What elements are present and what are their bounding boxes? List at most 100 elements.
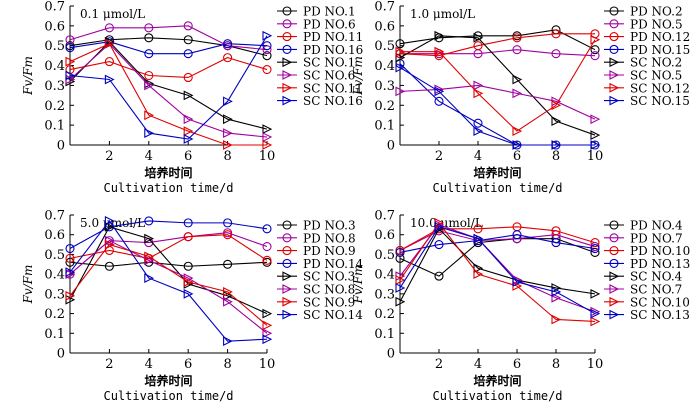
y-tick-label: 0.5 <box>44 39 65 54</box>
circle-marker <box>183 35 193 45</box>
series-line <box>399 234 596 253</box>
triangle-marker <box>223 286 233 297</box>
x-tick-label: 6 <box>513 357 521 372</box>
triangle-marker <box>262 132 273 142</box>
legend-marker <box>282 57 293 68</box>
legend-label: SC NO.7 <box>630 283 682 297</box>
triangle-marker <box>512 74 523 85</box>
y-tick-label: 0.7 <box>44 0 65 15</box>
triangle-marker <box>590 130 601 140</box>
circle-marker <box>262 241 272 252</box>
series-sc-no14 <box>65 216 273 347</box>
series-line <box>399 226 596 315</box>
legend-label: SC NO.12 <box>630 81 690 95</box>
triangle-marker <box>223 114 233 125</box>
y-tick-label: 0.3 <box>374 287 395 302</box>
triangle-marker <box>262 308 273 319</box>
legend-item: PD NO.11 <box>277 30 363 44</box>
legend-marker <box>609 284 620 294</box>
y-tick-label: 0.6 <box>374 19 395 34</box>
x-tick-label: 8 <box>552 149 560 164</box>
legend-item: SC NO.11 <box>277 81 363 95</box>
y-tick-label: 0.1 <box>44 119 65 134</box>
legend-item: PD NO.6 <box>277 17 356 31</box>
circle-marker <box>590 51 600 61</box>
series-line <box>69 239 268 334</box>
series-line <box>399 84 596 120</box>
series-line <box>400 49 596 57</box>
legend-marker <box>282 19 292 29</box>
triangle-marker <box>551 116 562 127</box>
triangle-marker <box>434 46 445 57</box>
legend-label: PD NO.11 <box>303 30 363 44</box>
legend-label: PD NO.5 <box>630 17 683 31</box>
legend-label: SC NO.8 <box>303 283 355 297</box>
series-line <box>69 43 267 146</box>
legend-label: PD NO.1 <box>303 5 356 19</box>
x-axis-label-en: Cultivation time/d <box>432 181 562 195</box>
x-tick-label: 2 <box>105 357 113 372</box>
legend-item: PD NO.13 <box>604 257 690 271</box>
legend-marker <box>282 309 293 320</box>
legend-label: PD NO.4 <box>630 219 683 233</box>
triangle-marker <box>262 320 273 331</box>
legend-item: SC NO.9 <box>277 295 355 309</box>
legend-item: PD NO.4 <box>604 219 683 233</box>
y-tick-label: 0.5 <box>44 248 65 263</box>
y-tick-label: 0.4 <box>374 59 395 74</box>
legend-marker <box>609 233 619 243</box>
y-tick-label: 0.6 <box>374 228 395 243</box>
series-line <box>399 63 595 146</box>
legend-label: SC NO.5 <box>630 69 682 83</box>
chart-panel-2: 0 0.1 0.2 0.3 0.4 0.5 0.6 0.7 2 4 6 8 10 1.0 μmol/L Fv… <box>351 0 690 195</box>
triangle-marker <box>590 288 601 299</box>
legend-label: SC NO.6 <box>303 69 355 83</box>
legend-item: SC NO.2 <box>604 56 682 70</box>
triangle-marker <box>104 38 115 49</box>
series-line <box>399 221 596 323</box>
series-line <box>69 261 268 267</box>
legend-item: PD NO.15 <box>604 43 690 57</box>
y-tick-label: 0.2 <box>44 99 65 114</box>
circle-marker <box>262 255 272 265</box>
y-tick-label: 0.7 <box>374 0 395 15</box>
y-tick-label: 0 <box>387 347 395 362</box>
circle-marker <box>512 45 522 55</box>
legend-item: SC NO.12 <box>604 81 690 95</box>
legend-marker <box>282 233 292 243</box>
legend-marker <box>282 246 292 256</box>
y-axis-label-group: Fv/Fm <box>21 56 35 96</box>
triangle-marker <box>223 140 233 150</box>
circle-marker <box>183 49 193 59</box>
triangle-marker <box>395 275 406 285</box>
y-tick-label: 0.2 <box>374 307 395 322</box>
triangle-marker <box>473 32 484 43</box>
panel-title: 1.0 μmol/L <box>410 7 475 21</box>
circle-marker <box>395 39 405 49</box>
circle-marker <box>183 21 193 31</box>
legend-item: PD NO.16 <box>277 43 363 57</box>
series-sc-no6 <box>65 38 273 142</box>
legend-label: SC NO.15 <box>630 94 690 108</box>
triangle-marker <box>551 314 562 325</box>
legend-marker <box>609 95 620 106</box>
triangle-marker <box>262 334 273 345</box>
legend-item: PD NO.5 <box>604 17 683 31</box>
legend-label: PD NO.3 <box>303 219 356 233</box>
legend-label: SC NO.1 <box>303 56 355 70</box>
legend-item: PD NO.8 <box>277 231 356 245</box>
y-tick-label: 0.1 <box>374 327 395 342</box>
y-tick-label: 0 <box>57 139 65 154</box>
x-tick-label: 10 <box>259 357 276 372</box>
triangle-marker <box>590 114 601 125</box>
circle-marker <box>262 41 272 51</box>
triangle-marker <box>590 140 601 150</box>
triangle-marker <box>144 128 155 138</box>
chart-panel-4: 0 0.1 0.2 0.3 0.4 0.5 0.6 0.7 2 4 6 8 10 10.0 μmol/L F… <box>351 209 690 404</box>
y-tick-label: 0.5 <box>374 39 395 54</box>
legend-marker <box>282 82 293 93</box>
legend-item: SC NO.7 <box>604 283 682 297</box>
x-tick-label: 8 <box>223 357 231 372</box>
circle-marker <box>551 238 561 248</box>
triangle-marker <box>65 267 76 278</box>
